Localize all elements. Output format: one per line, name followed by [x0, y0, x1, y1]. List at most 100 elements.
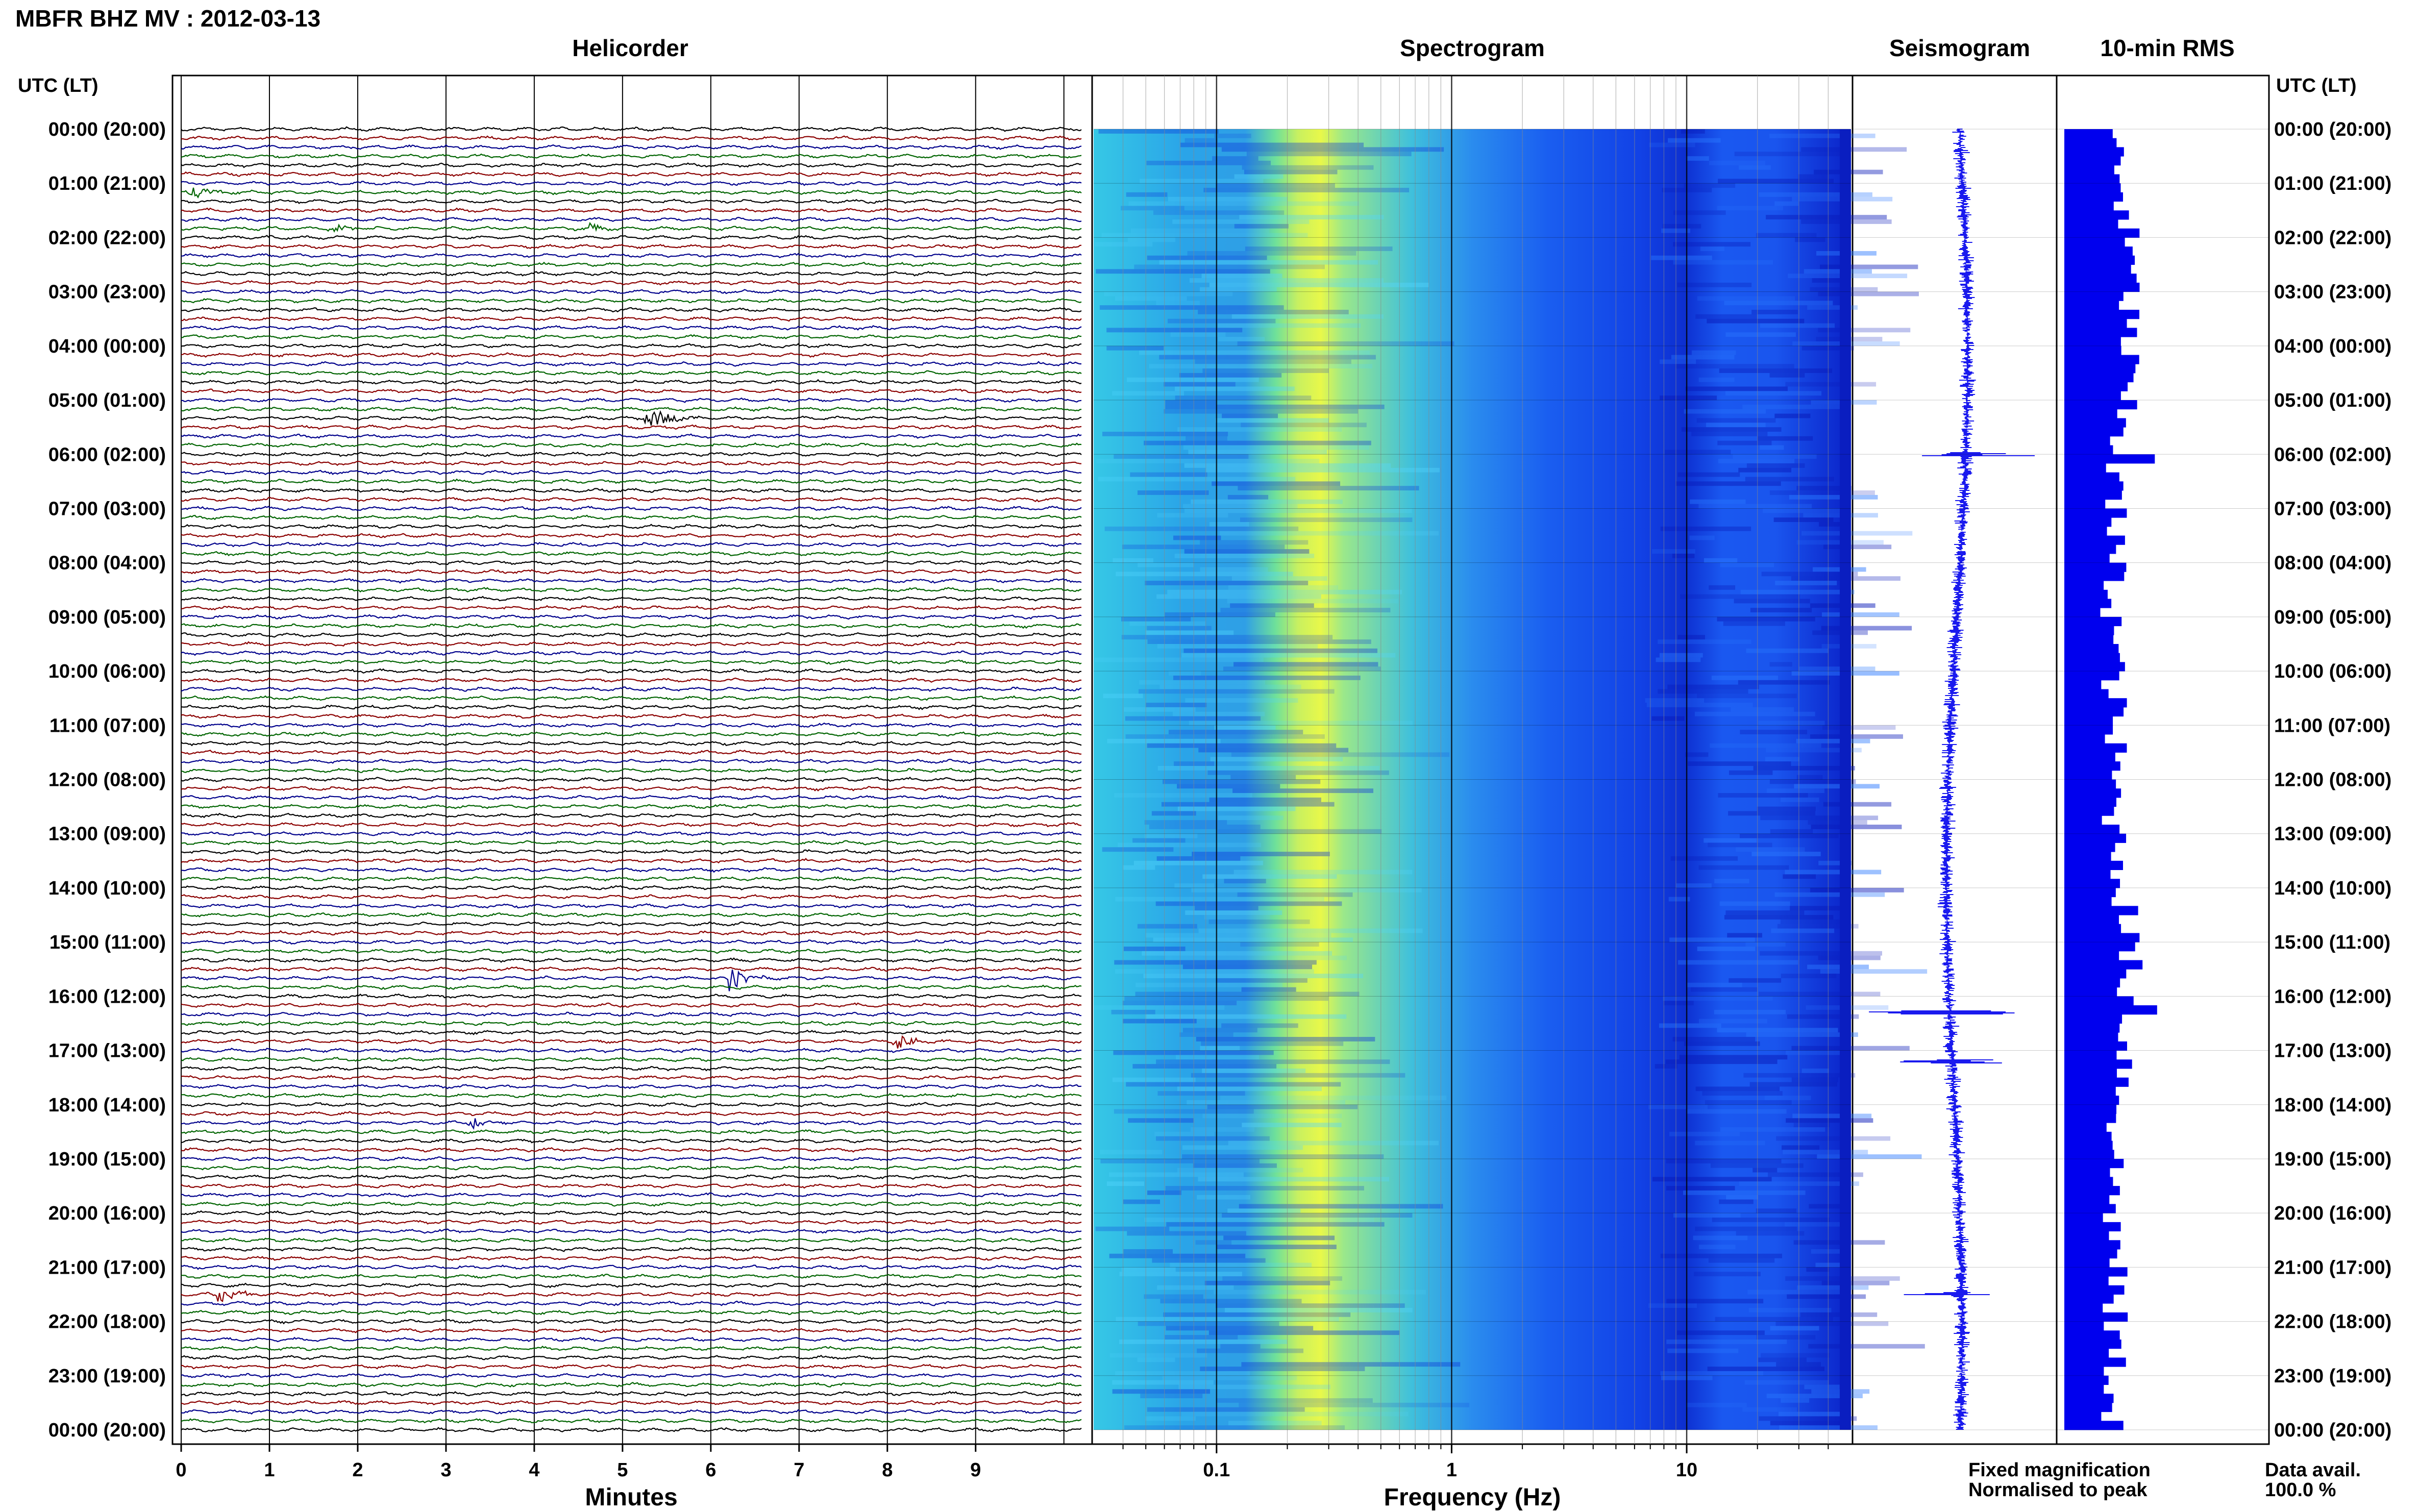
spectrogram-noise-band [1738, 680, 1830, 685]
rms-bar [2064, 987, 2117, 997]
spectrogram-noise-band [1736, 847, 1805, 852]
helicorder-trace [181, 280, 1082, 286]
helicorder-trace [181, 298, 1082, 304]
spectrogram-noise-band [1169, 671, 1201, 676]
spectrogram-noise-band [1820, 264, 1918, 269]
spectrogram-noise-band [1704, 838, 1757, 843]
spectrogram-edge [1840, 129, 1851, 1430]
spectrogram-noise-band [1177, 427, 1342, 432]
spectrogram-noise-band [1785, 870, 1882, 875]
spectrogram-noise-band [1218, 815, 1283, 821]
spectrogram-noise-band [1174, 386, 1295, 391]
rms-bar [2064, 237, 2125, 247]
hour-label-left: 15:00 (11:00) [50, 932, 166, 953]
time-labels: 00:00 (20:00) 00:00 (20:00) 01:00 (21:00) 0… [48, 119, 2392, 1441]
spectrogram-noise-band [1685, 386, 1788, 391]
spectrogram-noise-band [1210, 522, 1249, 527]
spectrogram-noise-band [1182, 1154, 1384, 1159]
helicorder-trace [181, 623, 1082, 629]
helicorder-trace [181, 1084, 1082, 1089]
helicorder-trace [181, 560, 1081, 566]
spectrogram-noise-band [1125, 734, 1325, 739]
rms-bar [2064, 870, 2111, 879]
spectrogram-noise-band [1179, 1032, 1233, 1037]
spectrogram-noise-band [1652, 549, 1695, 554]
spectrogram-noise-band [1666, 1186, 1735, 1191]
spectrogram-noise-band [1100, 1150, 1163, 1155]
spectrogram-noise-band [1156, 1136, 1270, 1141]
spectrogram-noise-band [1697, 693, 1797, 699]
spectrogram-noise-band [1222, 1276, 1342, 1281]
helicorder-trace [181, 1246, 1082, 1252]
spectrogram-noise-band [1801, 147, 1907, 152]
spectrogram-noise-band [1165, 400, 1216, 405]
spectrogram-noise-band [1221, 147, 1444, 152]
spectrogram-noise-band [1774, 892, 1885, 897]
helicorder-trace [181, 921, 1082, 927]
helicorder-trace [181, 478, 1082, 484]
hour-label-right: 21:00 (17:00) [2274, 1257, 2391, 1278]
spectrogram-noise-band [1669, 937, 1755, 943]
spectrogram-noise-band [1218, 337, 1265, 341]
spectrogram-noise-band [1233, 662, 1378, 667]
rms-bar [2064, 1123, 2107, 1132]
spectrogram-noise-band [1818, 291, 1919, 296]
hour-label-right: 15:00 (11:00) [2274, 932, 2390, 953]
spectrogram-noise-band [1673, 260, 1773, 265]
spectrogram-noise-band [1734, 152, 1843, 157]
spectrogram-noise-band [1746, 1032, 1858, 1037]
hour-label-left: 03:00 (23:00) [48, 282, 166, 303]
seismogram-trace [1869, 129, 2035, 1430]
spectrogram-noise-band [1786, 1118, 1873, 1123]
spectrogram-noise-band [1789, 494, 1878, 500]
spectrogram-noise-band [1738, 467, 1792, 473]
rms-bar [2064, 1150, 2114, 1159]
spectrogram-noise-band [1751, 852, 1821, 856]
spectrogram-noise-band [1239, 215, 1384, 220]
spectrogram-noise-band [1134, 264, 1325, 269]
rms-bar [2064, 129, 2113, 139]
frequency-tick-label: 10 [1676, 1459, 1697, 1481]
spectrogram-noise-band [1170, 332, 1226, 337]
spectrogram-noise-band [1200, 1046, 1240, 1051]
helicorder-trace [181, 1210, 1082, 1216]
helicorder-trace [181, 1129, 1082, 1134]
spectrogram-noise-band [1202, 1113, 1342, 1119]
spectrogram-noise-band [1165, 404, 1385, 409]
helicorder-trace [181, 343, 1082, 349]
spectrogram-noise-band [1660, 395, 1717, 401]
helicorder-trace [181, 289, 1082, 294]
rms-bar [2064, 1303, 2103, 1313]
spectrogram-noise-band [1695, 1226, 1797, 1231]
rms-title: 10-min RMS [2100, 35, 2234, 61]
rms-bar [2064, 201, 2114, 211]
rms-bar [2064, 788, 2121, 798]
helicorder-trace [181, 370, 1082, 376]
spectrogram-noise-band [1133, 860, 1264, 865]
spectrogram-noise-band [1157, 643, 1318, 649]
rms-bar [2064, 680, 2102, 689]
rms-bar [2064, 264, 2131, 274]
rms-bar [2064, 553, 2110, 563]
spectrogram-noise-band [1681, 129, 1705, 134]
spectrogram-noise-band [1210, 757, 1343, 762]
minute-tick-label: 0 [176, 1459, 186, 1481]
spectrogram-noise-band [1167, 318, 1276, 324]
helicorder-trace [181, 162, 1082, 168]
spectrogram-noise-band [1144, 440, 1371, 445]
spectrogram-noise-band [1709, 585, 1736, 590]
spectrogram-noise-band [1182, 964, 1313, 970]
spectrogram-noise-band [1186, 436, 1227, 441]
rms-bar [2064, 996, 2134, 1006]
spectrogram-noise-band [1698, 865, 1789, 870]
rms-bar [2064, 391, 2121, 401]
spectrogram-noise-band [1212, 481, 1341, 486]
spectrogram-noise-band [1696, 418, 1776, 423]
spectrogram-noise-band [1698, 1019, 1767, 1024]
hour-label-right: 00:00 (20:00) [2274, 1420, 2391, 1441]
hour-label-left: 22:00 (18:00) [48, 1311, 166, 1333]
rms-bar [2064, 1421, 2124, 1430]
spectrogram-noise-band [1725, 910, 1805, 915]
hour-label-left: 07:00 (03:00) [48, 498, 166, 519]
rms-bar [2064, 1032, 2118, 1042]
